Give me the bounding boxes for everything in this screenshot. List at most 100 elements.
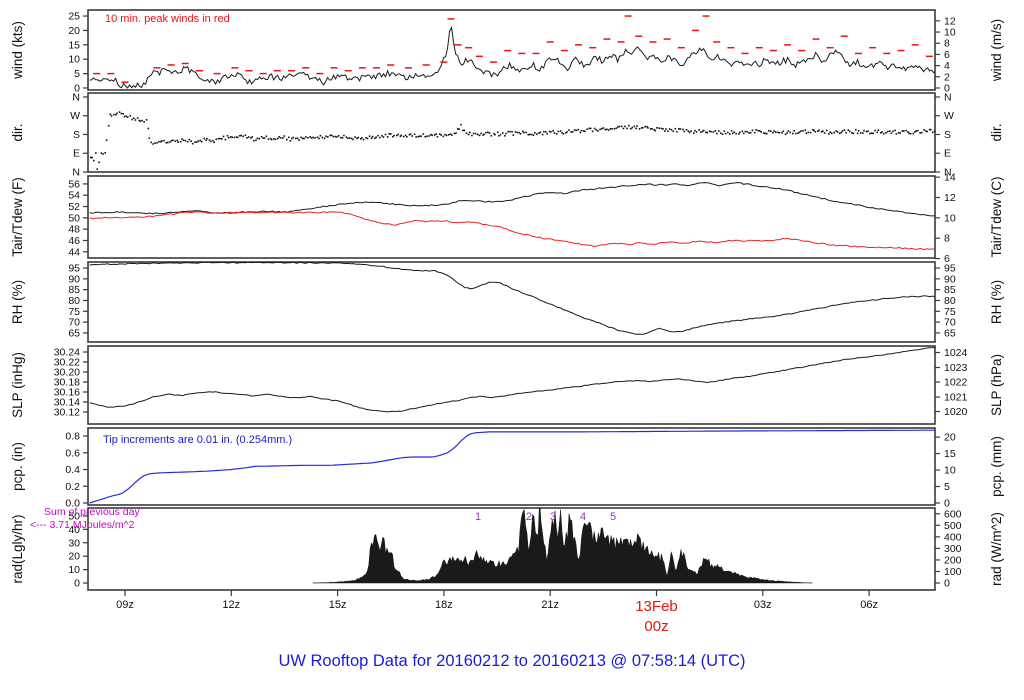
series-wind-direction-dot [538,132,540,134]
right-tick-label: E [944,148,951,160]
series-wind-direction-dot [474,132,477,135]
series-wind-direction-dot [453,132,456,135]
series-wind-direction-dot [482,134,484,136]
series-wind-direction-dot [855,128,857,131]
series-wind-direction-dot [250,137,252,139]
series-wind-direction-dot [129,115,132,117]
series-wind-direction-dot [494,133,496,136]
series-wind-direction-dot [227,137,230,139]
series-wind-direction-dot [793,130,795,132]
series-wind-direction-dot [231,136,233,139]
left-tick-label: 30.14 [54,397,80,409]
series-wind-direction-dot [371,135,374,138]
series-wind-direction-dot [200,140,203,143]
series-wind-direction-dot [352,138,354,141]
left-tick-label: 50 [68,510,80,522]
series-wind-direction-dot [546,133,549,135]
series-wind-direction-dot [384,133,387,136]
series-wind-direction-dot [566,131,568,133]
series-wind-direction-dot [447,134,450,136]
series-wind-direction-dot [226,135,229,137]
series-wind-direction-dot [184,139,187,142]
series-wind-direction-dot [126,116,129,118]
series-wind-direction-dot [920,131,923,134]
series-wind-direction-dot [897,132,900,134]
series-wind-direction-dot [532,134,535,136]
series-wind-direction-dot [807,131,810,134]
series-wind-direction-dot [667,130,669,132]
series-wind-direction-dot [195,141,198,143]
series-wind-direction-dot [584,130,586,133]
series-wind-mean [89,25,935,89]
series-wind-direction-dot [158,140,160,143]
series-wind-direction-dot [539,131,542,134]
panel-frame-rad [87,507,936,591]
series-wind-direction-dot [693,132,695,134]
left-tick-label: 10 [68,564,80,576]
series-wind-direction-dot [852,132,855,135]
panel-frame-dir [87,92,936,173]
panel-pcp: 0.0 0.2 0.4 0.6 0.8 0 5 10 15 20 pcp. (in) pcp. (mm… [10,427,1004,509]
series-wind-direction-dot [617,126,619,128]
series-wind-direction-dot [438,133,441,135]
series-wind-direction-dot [519,133,522,135]
series-wind-direction-dot [800,130,802,132]
series-wind-direction-dot [100,152,103,154]
series-wind-direction-dot [642,126,644,129]
series-wind-direction-dot [98,161,100,164]
series-wind-direction-dot [382,136,385,138]
series-wind-direction-dot [658,127,660,129]
right-tick-label: 15 [944,448,956,460]
series-wind-direction-dot [507,130,509,133]
series-wind-direction-dot [565,132,567,134]
series-wind-direction-dot [238,135,241,137]
series-wind-direction-dot [467,133,470,136]
series-wind-direction-dot [777,131,779,134]
series-wind-direction-dot [571,131,574,133]
series-wind-direction-dot [840,131,842,134]
annotation-wind-0: 10 min. peak winds in red [105,13,230,25]
series-wind-direction-dot [449,133,452,135]
series-wind-direction-dot [377,134,379,137]
x-tick-label: 03z [754,599,772,611]
series-wind-direction-dot [802,130,804,132]
series-wind-direction-dot [89,156,92,159]
series-wind-direction-dot [702,129,705,132]
series-wind-direction-dot [246,137,248,139]
series-wind-direction-dot [662,128,664,130]
panel-rad: 010203040500100200300400500600rad(Lgly/h… [10,506,1004,591]
series-relative-humidity [89,262,935,335]
x-tick-label: 18z [435,599,453,611]
right-tick-label: 0 [944,497,950,509]
series-wind-direction-dot [397,133,399,136]
series-wind-direction-dot [518,131,521,134]
series-wind-direction-dot [914,131,916,133]
series-wind-direction-dot [718,130,720,132]
series-group-pcp [89,429,935,504]
left-tick-label: 56 [68,178,80,190]
series-wind-direction-dot [543,130,545,133]
left-tick-label: 0 [74,82,80,94]
right-tick-label: 8 [944,38,950,50]
series-wind-direction-dot [327,136,329,138]
series-wind-direction-dot [915,130,917,132]
series-wind-direction-dot [618,125,621,128]
annotation-rad-2: 1 [475,511,481,523]
series-wind-direction-dot [550,131,552,133]
left-tick-label: 0.4 [65,464,80,476]
series-wind-direction-dot [182,139,185,142]
series-wind-direction-dot [690,130,692,132]
left-tick-label: 20 [68,551,80,563]
series-wind-direction-dot [678,128,680,130]
series-wind-direction-dot [867,130,869,132]
series-wind-direction-dot [295,137,297,140]
left-tick-label: 44 [68,246,80,258]
left-tick-label: 30.24 [54,347,80,359]
series-wind-direction-dot [451,134,453,136]
series-wind-direction-dot [147,127,150,130]
series-wind-direction-dot [113,113,115,116]
series-wind-direction-dot [798,131,801,134]
series-wind-direction-dot [163,139,165,142]
